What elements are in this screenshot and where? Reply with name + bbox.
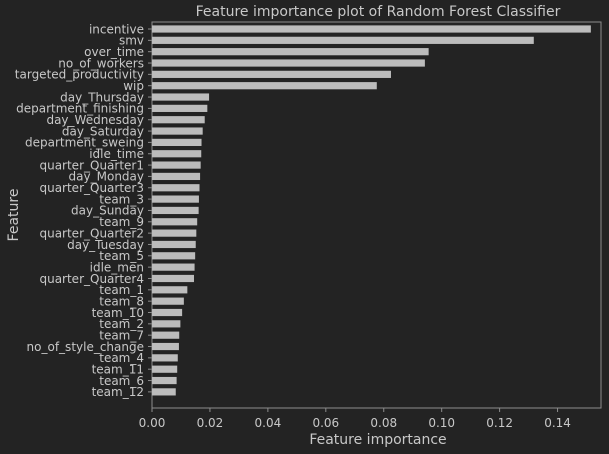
y-tick-label: day_Tuesday: [67, 238, 144, 252]
y-tick-label: department_sweing: [25, 136, 144, 150]
y-tick-label: day_Saturday: [62, 124, 144, 138]
x-tick-label: 0.04: [255, 416, 282, 430]
bar-team_8: [152, 297, 184, 305]
y-tick-label: team_2: [99, 317, 144, 331]
x-axis-label: Feature importance: [309, 432, 446, 448]
bar-group: [152, 25, 591, 396]
bar-team_10: [152, 308, 183, 317]
bar-team_5: [152, 252, 196, 260]
y-tick-label: targeted_productivity: [15, 68, 144, 82]
x-tick-label: 0.10: [428, 416, 455, 430]
bar-day_Saturday: [152, 127, 203, 135]
y-tick-label: day_Monday: [69, 170, 144, 184]
bar-department_finishing: [152, 104, 208, 112]
bar-no_of_style_change: [152, 342, 179, 351]
y-tick-label: team_6: [99, 374, 144, 388]
y-tick-label: smv: [119, 34, 144, 48]
bar-wip: [152, 82, 377, 90]
bar-team_3: [152, 195, 199, 203]
bar-incentive: [152, 25, 591, 33]
bar-team_7: [152, 331, 180, 339]
bar-quarter_Quarter1: [152, 161, 201, 169]
y-tick-label: team_9: [99, 215, 144, 229]
y-tick-label: quarter_Quarter3: [39, 181, 144, 195]
y-tick-label: incentive: [89, 22, 144, 36]
y-tick-label: quarter_Quarter2: [39, 226, 144, 240]
y-tick-label: idle_time: [89, 147, 144, 161]
x-tick-label: 0.02: [197, 416, 224, 430]
bar-idle_men: [152, 263, 195, 271]
x-tick-label: 0.14: [544, 416, 571, 430]
x-tick-label: 0.00: [139, 416, 166, 430]
y-tick-label: day_Sunday: [71, 204, 144, 218]
x-tick-label: 0.08: [370, 416, 397, 430]
bar-over_time: [152, 48, 429, 56]
bar-targeted_productivity: [152, 70, 391, 78]
y-tick-label: team_8: [99, 294, 144, 308]
bar-day_Monday: [152, 172, 201, 181]
bar-no_of_workers: [152, 59, 425, 67]
bar-team_1: [152, 286, 188, 294]
bar-team_9: [152, 218, 198, 226]
bar-day_Thursday: [152, 93, 210, 101]
bar-team_4: [152, 354, 178, 362]
y-tick-label: team_5: [99, 249, 144, 263]
bar-team_12: [152, 388, 176, 396]
y-tick-label: department_finishing: [16, 102, 144, 116]
y-tick-label: over_time: [84, 45, 144, 59]
y-tick-label: team_11: [92, 363, 144, 377]
bar-team_6: [152, 376, 177, 385]
chart-title: Feature importance plot of Random Forest…: [196, 4, 561, 20]
x-tick-group: 0.00 0.02 0.04 0.06 0.08 0.10 0.12 0.14: [139, 408, 571, 430]
y-tick-label: team_4: [99, 351, 144, 365]
bar-quarter_Quarter2: [152, 229, 197, 237]
y-tick-label: wip: [123, 79, 144, 93]
bar-quarter_Quarter4: [152, 274, 194, 283]
plot-area: [151, 21, 602, 409]
y-tick-label: team_10: [92, 306, 144, 320]
y-tick-label: quarter_Quarter4: [39, 272, 144, 286]
x-tick-label: 0.06: [312, 416, 339, 430]
bar-quarter_Quarter3: [152, 184, 200, 192]
y-tick-labels: incentivesmvover_timeno_of_workerstarget…: [15, 22, 152, 399]
bar-department_sweing: [152, 138, 202, 146]
y-tick-label: idle_men: [90, 260, 144, 274]
bar-team_11: [152, 365, 178, 373]
y-tick-label: team_12: [92, 385, 144, 399]
y-tick-label: no_of_workers: [58, 56, 144, 70]
y-tick-label: quarter_Quarter1: [39, 158, 144, 172]
y-tick-label: day_Wednesday: [46, 113, 144, 127]
bar-day_Wednesday: [152, 116, 205, 124]
y-tick-label: team_7: [99, 328, 144, 342]
y-tick-label: team_3: [99, 192, 144, 206]
bar-team_2: [152, 320, 181, 328]
bar-day_Sunday: [152, 206, 199, 215]
x-tick-label: 0.12: [486, 416, 513, 430]
bar-smv: [152, 36, 534, 44]
bar-day_Tuesday: [152, 240, 196, 249]
y-tick-label: day_Thursday: [60, 90, 144, 104]
y-tick-label: team_1: [99, 283, 144, 297]
y-tick-label: no_of_style_change: [27, 340, 144, 354]
bar-idle_time: [152, 150, 202, 158]
y-axis-label: Feature: [6, 189, 22, 242]
